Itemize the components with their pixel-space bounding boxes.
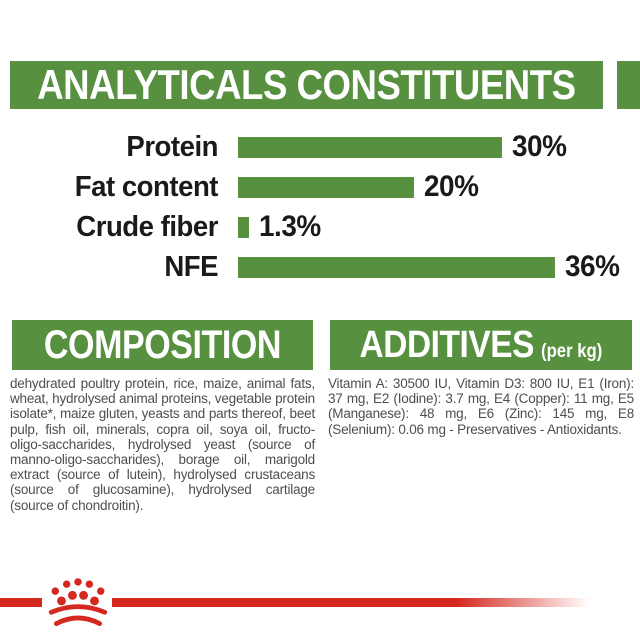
analytics-header-band: ANALYTICALS CONSTITUENTS [10, 61, 603, 109]
chart-value-label: 30% [512, 130, 567, 163]
additives-title: ADDITIVES [359, 323, 535, 366]
analytics-header-band-fragment [617, 61, 640, 109]
chart-bar [238, 216, 250, 238]
additives-header-band: ADDITIVES (per kg) [330, 320, 632, 370]
chart-category-label: Crude fiber [76, 210, 218, 243]
additives-subtitle: (per kg) [541, 340, 603, 362]
composition-header-band: COMPOSITION [12, 320, 313, 370]
chart-value-label: 20% [424, 170, 479, 203]
chart-category-label: Fat content [74, 170, 219, 203]
chart-row-fat-content: Fat content 20% [0, 170, 483, 203]
chart-value-label: 36% [564, 250, 620, 283]
chart-category-label: Protein [126, 130, 218, 163]
chart-bar [238, 176, 414, 198]
composition-title: COMPOSITION [43, 322, 282, 367]
chart-row-nfe: NFE 36% [0, 250, 623, 283]
additives-body: Vitamin A: 30500 IU, Vitamin D3: 800 IU,… [328, 376, 634, 437]
brand-stripe-left [0, 598, 42, 607]
analytics-bar-chart: Protein 30% Fat content 20% Crude fiber 1.3% N… [0, 130, 623, 283]
chart-value-label: 1.3% [259, 210, 322, 243]
analytics-title: ANALYTICALS CONSTITUENTS [37, 61, 576, 108]
chart-row-protein: Protein 30% [0, 130, 571, 163]
chart-bar [238, 136, 502, 158]
chart-row-crude-fiber: Crude fiber 1.3% [0, 210, 326, 243]
chart-category-label: NFE [164, 250, 218, 283]
composition-body: dehydrated poultry protein, rice, maize,… [10, 376, 315, 513]
brand-stripe-right [112, 598, 590, 607]
royal-canin-crown-icon [48, 578, 108, 626]
chart-bar [238, 256, 555, 278]
